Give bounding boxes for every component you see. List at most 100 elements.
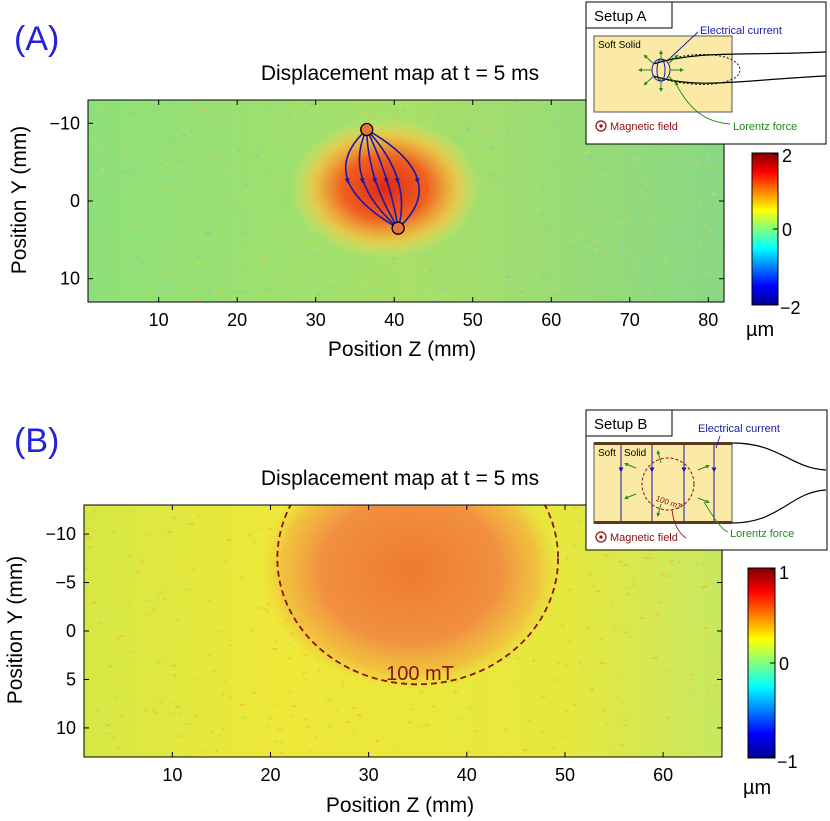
noise-speck: [209, 730, 214, 733]
electrode-marker: [360, 122, 374, 137]
noise-speck: [141, 262, 146, 265]
noise-speck: [174, 145, 177, 148]
noise-speck: [306, 725, 311, 728]
noise-speck: [361, 285, 364, 288]
noise-speck: [566, 556, 570, 559]
noise-speck: [582, 152, 586, 155]
noise-speck: [174, 705, 180, 708]
noise-speck: [481, 128, 485, 131]
noise-speck: [414, 282, 417, 285]
noise-speck: [302, 672, 306, 675]
noise-speck: [565, 663, 570, 666]
noise-speck: [223, 559, 228, 562]
noise-speck: [214, 257, 219, 260]
noise-speck: [221, 728, 226, 731]
noise-speck: [352, 729, 356, 732]
noise-speck: [251, 628, 254, 631]
noise-speck: [549, 614, 552, 617]
noise-speck: [539, 236, 545, 239]
noise-speck: [573, 543, 578, 546]
noise-speck: [272, 703, 276, 706]
noise-speck: [255, 147, 259, 150]
noise-speck: [246, 534, 251, 537]
noise-speck: [713, 549, 718, 552]
noise-speck: [142, 169, 147, 172]
noise-speck: [182, 133, 186, 136]
noise-speck: [252, 539, 258, 542]
noise-speck: [263, 218, 268, 221]
noise-speck: [532, 216, 538, 219]
noise-speck: [501, 145, 505, 148]
noise-speck: [569, 246, 574, 249]
noise-speck: [129, 111, 134, 114]
noise-speck: [167, 260, 171, 263]
noise-speck: [577, 247, 580, 250]
noise-speck: [479, 187, 484, 190]
noise-speck: [148, 533, 151, 536]
noise-speck: [667, 575, 671, 578]
noise-speck: [278, 682, 282, 685]
noise-speck: [203, 534, 207, 537]
noise-speck: [519, 685, 522, 688]
noise-speck: [391, 297, 395, 300]
y-tick-label: 10: [60, 269, 80, 289]
noise-speck: [440, 288, 445, 291]
noise-speck: [606, 224, 609, 227]
noise-speck: [139, 129, 143, 132]
noise-speck: [500, 118, 504, 121]
noise-speck: [685, 751, 691, 754]
noise-speck: [579, 248, 582, 251]
noise-speck: [466, 243, 469, 246]
noise-speck: [329, 118, 333, 121]
noise-speck: [288, 111, 291, 114]
noise-speck: [608, 553, 612, 556]
noise-speck: [95, 168, 98, 171]
noise-speck: [354, 102, 359, 105]
panel-a-current-lines: [344, 122, 421, 235]
noise-speck: [219, 648, 224, 651]
noise-speck: [117, 548, 122, 551]
noise-speck: [536, 102, 540, 105]
setup-a-inset: Setup A Soft Solid Electrical current Lo: [585, 1, 827, 145]
noise-speck: [616, 627, 621, 630]
noise-speck: [615, 672, 618, 675]
panel-b-field-region: [276, 505, 559, 686]
noise-speck: [84, 653, 89, 656]
noise-speck: [127, 707, 132, 710]
noise-speck: [590, 688, 594, 691]
noise-speck: [702, 261, 706, 264]
noise-speck: [237, 149, 240, 152]
noise-speck: [603, 692, 608, 695]
noise-speck: [245, 197, 249, 200]
noise-speck: [679, 705, 684, 708]
noise-speck: [91, 601, 97, 604]
noise-speck: [172, 136, 177, 139]
noise-speck: [572, 703, 577, 706]
noise-speck: [627, 251, 633, 254]
noise-speck: [91, 216, 96, 219]
noise-speck: [249, 120, 254, 123]
noise-speck: [436, 117, 440, 120]
noise-speck: [518, 291, 524, 294]
noise-speck: [616, 221, 621, 224]
noise-speck: [490, 180, 494, 183]
noise-speck: [652, 169, 656, 172]
setup-a-current-label: Electrical current: [700, 25, 782, 37]
noise-speck: [200, 110, 205, 113]
noise-speck: [496, 121, 501, 124]
noise-speck: [673, 225, 678, 228]
noise-speck: [711, 204, 715, 207]
noise-speck: [515, 657, 520, 660]
setup-a-force-label: Lorentz force: [733, 121, 797, 133]
noise-speck: [702, 585, 708, 588]
noise-speck: [536, 208, 541, 211]
panel-a-colorbar-unit: µm: [746, 319, 774, 341]
noise-speck: [655, 613, 660, 616]
noise-speck: [224, 179, 230, 182]
x-tick-label: 70: [620, 310, 640, 330]
noise-speck: [207, 654, 210, 657]
noise-speck: [690, 673, 694, 676]
noise-speck: [669, 560, 674, 563]
noise-speck: [492, 155, 497, 158]
noise-speck: [241, 716, 246, 719]
